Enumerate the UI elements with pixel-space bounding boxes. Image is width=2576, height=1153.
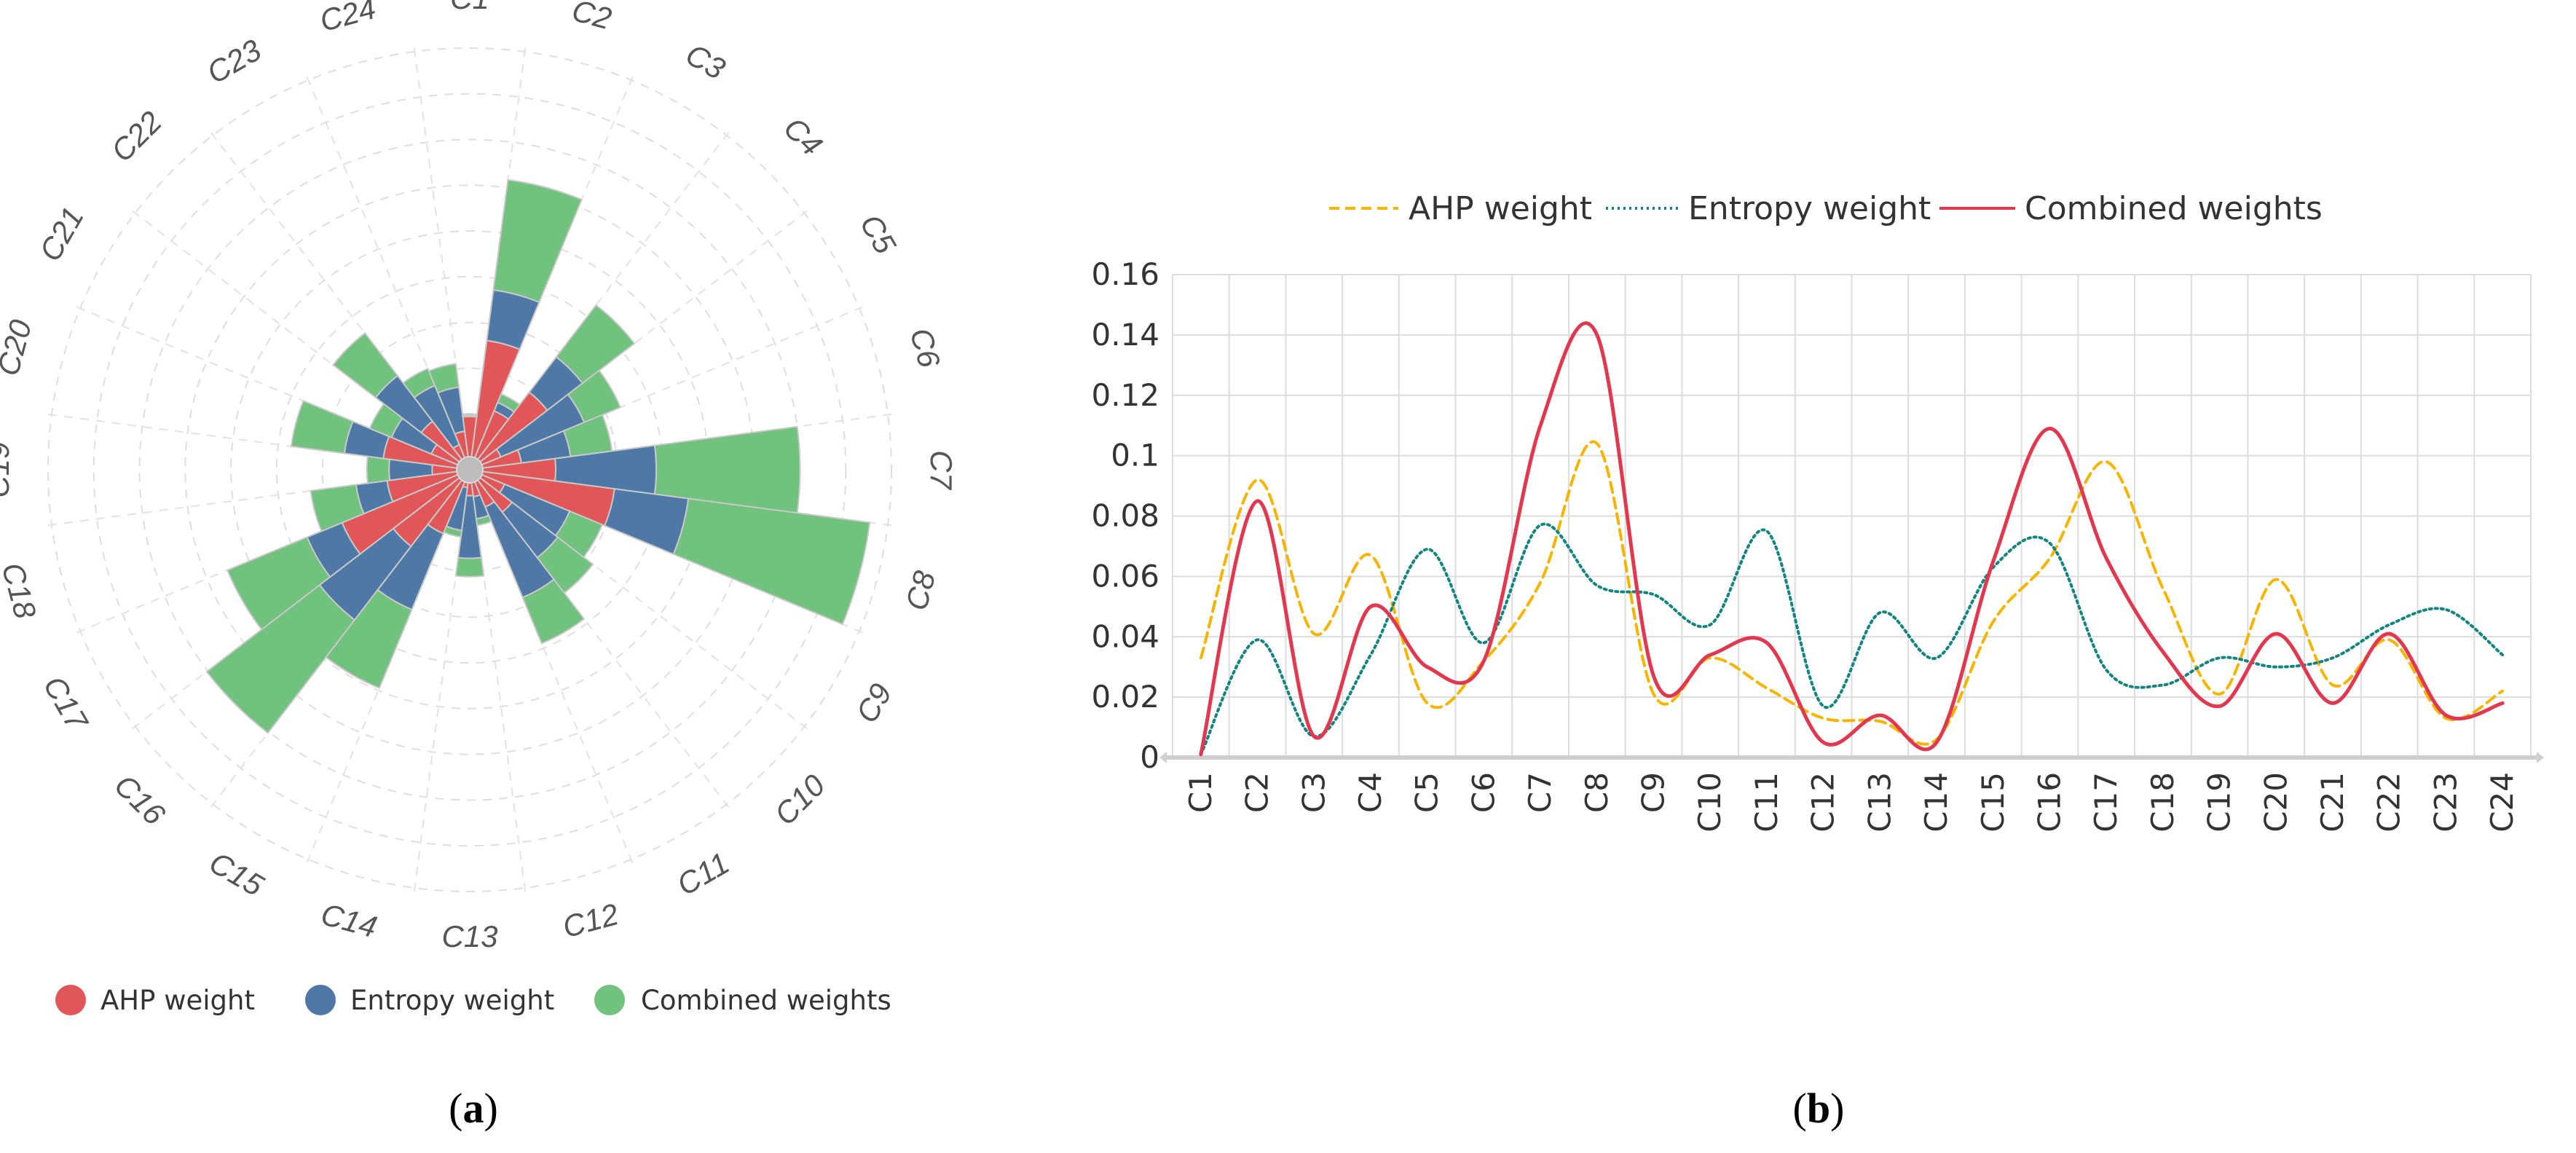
polar-category-label: C1	[450, 0, 489, 15]
x-tick-label: C10	[1692, 772, 1728, 833]
x-tick-label: C5	[1409, 772, 1445, 813]
y-tick-label: 0.02	[1091, 679, 1159, 715]
polar-bar-combined-c19[interactable]	[366, 455, 391, 484]
line-legend: AHP weight Entropy weight Combined weigh…	[1329, 190, 2323, 227]
x-tick-label: C4	[1352, 772, 1388, 813]
polar-center-hub	[456, 456, 484, 484]
polar-grid-ring	[47, 47, 893, 893]
polar-bar-combined-c13[interactable]	[454, 556, 485, 578]
panel-label-b-open: (	[1793, 1085, 1807, 1132]
panel-label-b-close: )	[1830, 1085, 1844, 1132]
y-tick-label: 0.12	[1091, 377, 1159, 413]
y-tick-label: 0.04	[1091, 618, 1159, 654]
polar-bar-combined-c8[interactable]	[672, 497, 871, 626]
line-grid	[1159, 274, 2544, 763]
x-tick-label: C9	[1636, 772, 1671, 813]
polar-bar-combined-c2[interactable]	[492, 178, 583, 304]
legend-dot-entropy	[305, 985, 336, 1015]
x-tick-label: C1	[1183, 772, 1218, 813]
polar-category-label: C7	[924, 450, 958, 490]
line-legend-label-entropy: Entropy weight	[1688, 190, 1931, 227]
polar-bars	[205, 178, 871, 734]
line-series-entropy[interactable]	[1199, 522, 2505, 756]
polar-bar-combined-c1[interactable]	[461, 413, 478, 417]
y-tick-label: 0.14	[1091, 317, 1159, 353]
x-tick-label: C2	[1240, 772, 1275, 813]
x-tick-label: C22	[2371, 772, 2407, 833]
x-tick-label: C3	[1296, 772, 1331, 813]
polar-center	[456, 456, 484, 484]
polar-bar-combined-c20[interactable]	[290, 400, 354, 454]
panel-label-b-letter: b	[1807, 1085, 1830, 1132]
legend-label-combined: Combined weights	[641, 985, 891, 1016]
x-tick-label: C17	[2088, 772, 2124, 833]
x-axis-right-cap	[2537, 752, 2544, 763]
line-legend-item-entropy[interactable]: Entropy weight	[1606, 190, 1931, 227]
x-tick-label: C24	[2484, 772, 2520, 833]
x-tick-label: C18	[2145, 772, 2181, 833]
y-tick-label: 0.06	[1091, 558, 1159, 594]
legend-item-entropy[interactable]: Entropy weight	[305, 985, 554, 1016]
polar-bar-combined-c17[interactable]	[226, 536, 331, 631]
polar-bar-combined-c11[interactable]	[521, 578, 586, 645]
polar-bar-combined-c23[interactable]	[402, 367, 436, 399]
polar-bar-combined-c4[interactable]	[555, 304, 636, 385]
panel-label-a: (a)	[449, 1085, 498, 1132]
polar-bar-combined-c5[interactable]	[567, 369, 622, 424]
x-tick-label: C12	[1805, 772, 1841, 833]
line-legend-label-combined: Combined weights	[2025, 190, 2323, 227]
x-tick-label: C7	[1522, 772, 1558, 813]
line-chart: 00.020.040.060.080.10.120.140.16 C1 C2 C3 C…	[1091, 256, 2544, 833]
legend-item-combined[interactable]: Combined weights	[594, 985, 891, 1016]
y-tick-label: 0.1	[1111, 438, 1159, 473]
line-legend-item-combined[interactable]: Combined weights	[1939, 190, 2323, 227]
polar-legend: AHP weight Entropy weight Combined weigh…	[55, 985, 891, 1016]
y-tick-label: 0	[1140, 739, 1159, 775]
x-tick-label: C11	[1749, 772, 1784, 833]
y-tick-label: 0.08	[1091, 498, 1159, 534]
x-tick-label: C13	[1862, 772, 1897, 833]
polar-bar-combined-c24[interactable]	[428, 363, 460, 394]
panel-label-a-letter: a	[463, 1085, 484, 1132]
x-axis-left-cap	[1159, 752, 1167, 763]
x-tick-label: C8	[1579, 772, 1615, 813]
x-axis-ticks: C1 C2 C3 C4 C5 C6 C7 C8 C9 C10 C11 C12 C13 C14 C15 C16 C…	[1183, 772, 2520, 833]
legend-label-entropy: Entropy weight	[350, 985, 554, 1016]
panel-label-a-close: )	[484, 1085, 498, 1132]
x-tick-label: C19	[2202, 772, 2237, 833]
line-series-ahp[interactable]	[1199, 440, 2505, 746]
polar-bar-combined-c18[interactable]	[310, 484, 365, 532]
legend-label-ahp: AHP weight	[101, 985, 255, 1016]
x-tick-label: C16	[2031, 772, 2067, 833]
x-tick-label: C14	[1918, 772, 1954, 833]
x-tick-label: C23	[2427, 772, 2463, 833]
polar-category-label: C19	[0, 441, 15, 497]
panel-label-b: (b)	[1793, 1085, 1845, 1132]
polar-bar-combined-c22[interactable]	[332, 332, 399, 399]
legend-item-ahp[interactable]: AHP weight	[55, 985, 255, 1016]
x-tick-label: C15	[1975, 772, 2011, 833]
polar-grid-ring	[92, 93, 847, 847]
line-series	[1199, 321, 2505, 757]
x-tick-label: C21	[2315, 772, 2350, 833]
x-tick-label: C20	[2258, 772, 2293, 833]
y-axis-ticks: 0 0.02 0.04 0.06 0.08 0.1 0.12 0.14 0.16	[1091, 256, 1159, 775]
line-legend-item-ahp[interactable]: AHP weight	[1329, 190, 1592, 227]
panel-label-a-open: (	[449, 1085, 462, 1132]
legend-dot-ahp	[55, 985, 86, 1015]
line-series-combined[interactable]	[1199, 321, 2505, 757]
x-tick-label: C6	[1465, 772, 1501, 813]
polar-bar-combined-c16[interactable]	[205, 583, 356, 734]
polar-category-label: C13	[441, 919, 497, 953]
line-legend-label-ahp: AHP weight	[1409, 190, 1592, 227]
y-tick-label: 0.16	[1091, 256, 1159, 292]
legend-dot-combined	[594, 985, 625, 1015]
